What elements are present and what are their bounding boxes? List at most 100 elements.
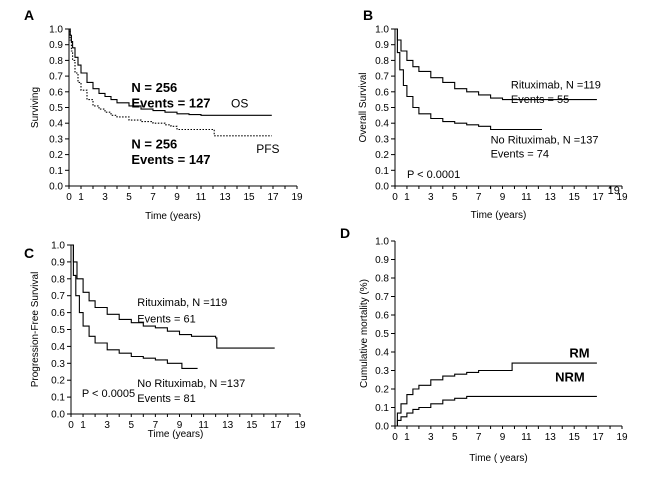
x-tick-label: 15 [569,192,581,203]
y-axis-title-c: Progression-Free Survival [30,272,41,388]
y-tick-label: 0.2 [375,385,389,396]
annotation: Events = 127 [131,96,210,111]
annotation: Rituximab, N =119 [137,297,227,309]
x-tick-label: 15 [246,420,258,431]
y-tick-label: 0.5 [51,325,65,336]
y-tick-label: 0.6 [375,87,389,98]
annotation: No Rituximab, N =137 [137,378,245,390]
y-tick-label: 0.1 [51,393,65,404]
y-tick-label: 0.7 [375,72,389,83]
x-tick-label: 15 [243,192,255,203]
x-tick-label: 17 [267,192,279,203]
y-tick-label: 0.0 [51,410,65,421]
x-tick-label: 7 [476,432,482,443]
x-tick-label: 1 [404,432,410,443]
panel-letter-d: D [340,225,350,241]
x-tick-label: 9 [177,420,183,431]
x-tick-label: 13 [222,420,234,431]
x-tick-label: 1 [80,420,86,431]
x-tick-label: 11 [196,192,207,203]
series-line-c-no-rituximab [71,244,198,369]
annotation: Events = 81 [137,393,195,405]
annotation: RM [569,346,589,361]
y-tick-label: 0.6 [49,87,63,98]
x-tick-label: 9 [500,192,506,203]
x-tick-label: 17 [593,192,605,203]
series-line-a-pfs [69,28,272,137]
x-tick-label: 0 [392,432,398,443]
x-tick-label: 11 [521,432,532,443]
x-tick-label: 3 [428,192,434,203]
y-tick-label: 0.1 [49,166,63,177]
y-tick-label: 0.7 [375,292,389,303]
y-tick-label: 0.0 [375,422,389,433]
annotation: OS [231,97,248,111]
y-tick-label: 0.5 [375,103,389,114]
series-line-b-no-rituximab [395,28,542,131]
y-tick-label: 0.2 [51,376,65,387]
y-tick-label: 0.8 [49,56,63,67]
y-tick-label: 1.0 [51,241,65,252]
x-tick-label: 7 [150,192,156,203]
y-tick-label: 0.8 [375,274,389,285]
annotation: Events = 55 [511,94,569,106]
x-tick-label: 5 [452,192,458,203]
y-tick-label: 0.0 [375,182,389,193]
y-tick-label: 0.9 [51,257,65,268]
x-tick-label: 19 [616,432,628,443]
y-tick-label: 0.3 [51,359,65,370]
y-tick-label: 0.3 [375,366,389,377]
x-tick-label: 15 [569,432,581,443]
annotation: N = 256 [131,136,177,151]
annotation: P < 0.0005 [82,388,135,400]
panel-letter-c: C [24,245,34,261]
y-tick-label: 0.6 [375,311,389,322]
annotation: Events = 147 [131,152,210,167]
y-tick-label: 0.9 [49,40,63,51]
y-tick-label: 0.8 [51,274,65,285]
y-tick-label: 0.4 [375,119,389,130]
x-tick-label: 0 [392,192,398,203]
x-axis-title-d: Time ( years) [469,453,528,464]
y-axis-title-d: Cumulative mortality (%) [359,279,370,388]
y-tick-label: 0.4 [51,342,65,353]
panel-b: B0.00.10.20.30.40.50.60.70.80.91.00 1 3 5 7 9… [358,7,628,221]
y-tick-label: 0.9 [375,40,389,51]
y-tick-label: 0.6 [51,308,65,319]
x-tick-label: 1 [404,192,410,203]
x-tick-label: 13 [545,192,557,203]
panel-a: A0.00.10.20.30.40.50.60.70.80.91.00 1 3 5 7 9… [24,7,303,222]
panel-d: D0.00.10.20.30.40.50.60.70.80.91.00 1 3 5 7 9… [340,225,628,464]
x-tick-label: 19 [616,192,628,203]
panel-letter-b: B [363,7,373,23]
annotation: Events = 61 [137,314,195,326]
panel-c: C0.00.10.20.30.40.50.60.70.80.91.00 1 3 5 7 9… [24,241,306,441]
x-tick-label: 19 [294,420,306,431]
x-tick-label: 17 [270,420,282,431]
y-tick-label: 1.0 [375,237,389,248]
y-tick-label: 0.5 [375,329,389,340]
annotation: PFS [256,142,279,156]
y-tick-label: 1.0 [49,25,63,36]
x-axis-title-a: Time (years) [145,211,201,222]
y-tick-label: 0.2 [49,150,63,161]
y-tick-label: 0.0 [49,182,63,193]
y-tick-label: 0.1 [375,166,389,177]
x-tick-label: 17 [593,432,605,443]
series-line-a-os [69,28,272,116]
annotation: N = 256 [131,80,177,95]
y-tick-label: 0.3 [49,134,63,145]
x-tick-label: 1 [78,192,84,203]
panel-letter-a: A [24,7,34,23]
x-tick-label: 0 [66,192,72,203]
y-tick-label: 0.8 [375,56,389,67]
x-tick-label: 7 [153,420,159,431]
y-tick-label: 0.5 [49,103,63,114]
x-tick-label: 5 [126,192,132,203]
x-tick-label: 3 [102,192,108,203]
annotation: NRM [555,370,585,385]
series-line-c-rituximab [71,244,275,349]
x-tick-label: 3 [428,432,434,443]
y-axis-title-b: Overall Survival [358,72,369,142]
y-tick-label: 0.1 [375,403,389,414]
